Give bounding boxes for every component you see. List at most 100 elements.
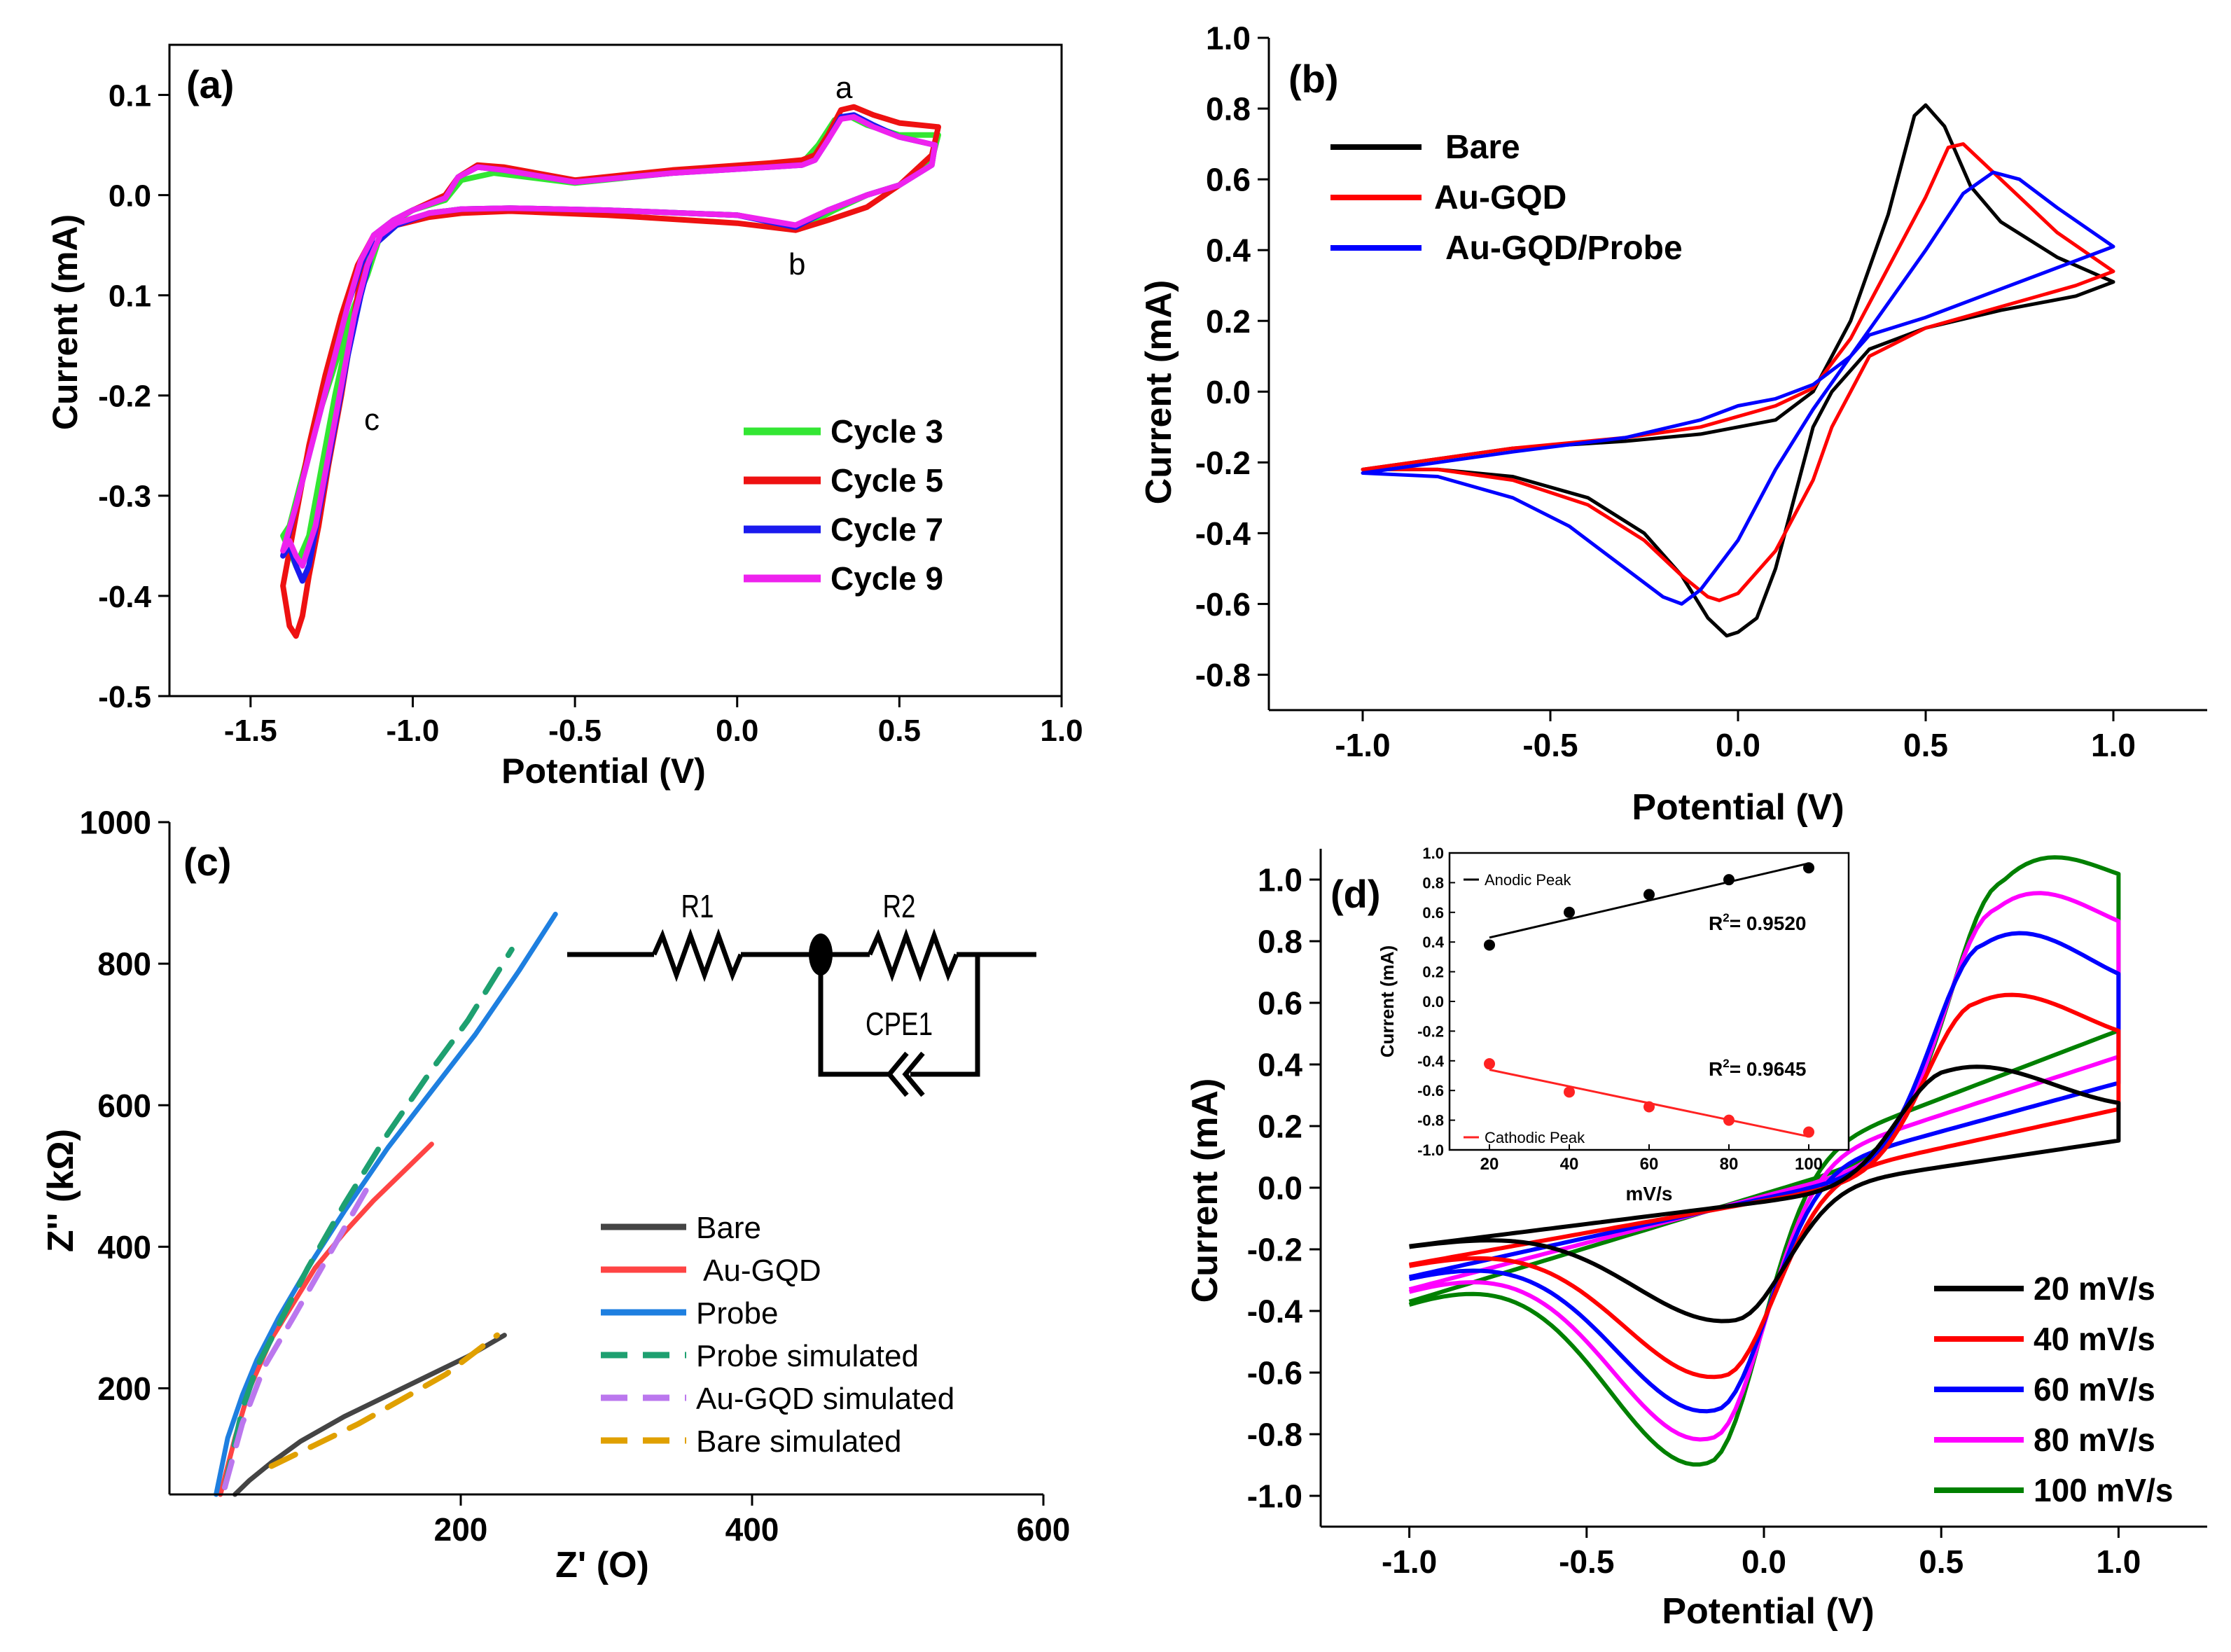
legend-label-au-gqd-simulated: Au-GQD simulated <box>696 1382 954 1416</box>
legend-label-20: 20 mV/s <box>2034 1270 2155 1307</box>
inset-y-tick-label: -0.4 <box>1417 1053 1445 1070</box>
panel-b-y-axis-label: Current (mA) <box>1139 280 1179 505</box>
inset-y-tick-label: 0.2 <box>1422 964 1444 981</box>
legend-label-60: 60 mV/s <box>2034 1371 2155 1408</box>
panel-d-legend: 20 mV/s 40 mV/s 60 mV/s 80 mV/s 100 mV/s <box>1934 1270 2173 1508</box>
inset-y-tick-label: 0.6 <box>1422 904 1444 922</box>
y-tick-label: 1000 <box>80 805 151 841</box>
series-bare <box>1361 103 2115 638</box>
inset-point-anodic-peak <box>1564 906 1575 918</box>
series-au-gqd-simulated <box>222 1187 369 1490</box>
y-tick-label: -0.4 <box>1195 515 1251 552</box>
legend-label-bare-simulated: Bare simulated <box>696 1424 901 1459</box>
inset-y-axis-label: Current (mA) <box>1377 945 1398 1057</box>
inset-r2-cathodic-symbol: R <box>1709 1058 1723 1080</box>
inset-legend-anodic-label: Anodic Peak <box>1485 871 1572 889</box>
y-tick-label: -0.4 <box>98 580 151 614</box>
inset-y-tick-label: 1.0 <box>1422 845 1444 862</box>
x-tick-label: 1.0 <box>1040 714 1083 748</box>
inset-r2-cathodic: R2= 0.9645 <box>1709 1057 1806 1080</box>
x-tick-label: -1.0 <box>1335 727 1390 763</box>
panel-c-legend: Bare Au-GQD Probe Probe simulated Au-GQD… <box>601 1211 954 1459</box>
y-tick-label: -0.6 <box>1247 1355 1302 1391</box>
inset-y-tick-label: 0.8 <box>1422 874 1444 891</box>
inset-point-cathodic-peak <box>1643 1101 1655 1113</box>
inset-x-tick-label: 60 <box>1640 1155 1659 1174</box>
legend-label-au-gqd: Au-GQD <box>1434 179 1566 216</box>
panel-a-annotation-a: a <box>835 71 853 105</box>
x-tick-label: 600 <box>1017 1511 1071 1548</box>
x-tick-label: 400 <box>725 1511 779 1548</box>
y-tick-label: 400 <box>97 1229 151 1265</box>
panel-a-annotation-b: b <box>788 247 805 282</box>
y-tick-label: 0.0 <box>1206 374 1251 410</box>
y-tick-label: 0.6 <box>1206 162 1251 198</box>
series-cycle-9 <box>280 114 938 569</box>
panel-c-label: (c) <box>183 840 231 884</box>
x-tick-label: 0.0 <box>1742 1543 1786 1580</box>
y-tick-label: 800 <box>97 946 151 983</box>
legend-label-probe-simulated: Probe simulated <box>696 1339 919 1373</box>
panel-b-x-axis-label: Potential (V) <box>1632 787 1844 828</box>
series-20-mv-s <box>1409 1064 2121 1324</box>
y-tick-label: 0.1 <box>109 78 151 113</box>
panel-b-label: (b) <box>1288 57 1339 101</box>
inset-point-anodic-peak <box>1723 874 1735 886</box>
inset-y-tick-label: 0.0 <box>1422 993 1444 1011</box>
y-tick-label: 0.4 <box>1206 232 1251 269</box>
legend-label-100: 100 mV/s <box>2034 1472 2173 1508</box>
x-tick-label: 0.5 <box>878 714 921 748</box>
series-bare <box>232 1333 507 1497</box>
panel-a-cycles-chart: -1.5 -1.0 -0.5 0.0 0.5 1.0 0.1 0.0 0.1 -0.2 -0.3 -0… <box>46 43 1083 791</box>
inset-y-tick-label: -1.0 <box>1417 1141 1444 1159</box>
inset-r2-cathodic-value: = 0.9645 <box>1730 1058 1807 1080</box>
panel-a-label: (a) <box>186 62 234 106</box>
legend-label-bare: Bare <box>1445 129 1520 166</box>
x-tick-label: -0.5 <box>548 714 602 748</box>
y-tick-label: 1.0 <box>1206 20 1251 57</box>
x-tick-label: -1.0 <box>387 714 440 748</box>
inset-x-tick-label: 100 <box>1795 1155 1823 1174</box>
legend-label-bare-c: Bare <box>696 1211 761 1245</box>
circuit-label-cpe1: CPE1 <box>866 1006 933 1042</box>
series-60-mv-s <box>1408 931 2121 1414</box>
x-tick-label: -0.5 <box>1522 727 1578 763</box>
y-tick-label: 0.2 <box>1258 1109 1302 1145</box>
y-tick-label: -0.2 <box>1247 1232 1302 1268</box>
panel-c-y-axis-label: Z'' (kΩ) <box>41 1129 81 1252</box>
inset-y-tick-label: -0.6 <box>1417 1082 1444 1099</box>
panel-a-x-axis-label: Potential (V) <box>501 751 706 791</box>
x-tick-label: -0.5 <box>1559 1543 1614 1580</box>
circuit-label-r2: R2 <box>882 888 915 924</box>
inset-point-anodic-peak <box>1803 862 1814 874</box>
resistor-r2-symbol <box>867 928 959 983</box>
y-tick-label: 0.6 <box>1258 985 1302 1022</box>
y-tick-label: -0.5 <box>98 680 151 714</box>
y-tick-label: 600 <box>97 1088 151 1124</box>
panel-b-legend: Bare Au-GQD Au-GQD/Probe <box>1330 129 1683 267</box>
y-tick-label: 0.1 <box>109 279 151 314</box>
x-tick-label: 200 <box>434 1511 488 1548</box>
circuit-label-r1: R1 <box>681 888 714 924</box>
panel-d-label: (d) <box>1330 872 1381 916</box>
panel-d-x-axis-label: Potential (V) <box>1662 1591 1874 1632</box>
panel-a-y-axis-label: Current (mA) <box>46 214 85 430</box>
equivalent-circuit-diagram <box>567 928 1036 1097</box>
inset-y-tick-label: -0.2 <box>1417 1022 1444 1040</box>
inset-fit-line-anodic-peak <box>1489 862 1809 939</box>
x-tick-label: 0.5 <box>1919 1543 1964 1580</box>
inset-x-axis-label: mV/s <box>1626 1183 1673 1205</box>
inset-point-cathodic-peak <box>1803 1126 1814 1138</box>
x-tick-label: -1.5 <box>224 714 277 748</box>
panel-c-nyquist-chart: 200 400 600 200 400 600 800 1000 (c) Z' (O) Z''… <box>41 805 1070 1585</box>
panel-b-cv-comparison-chart: -1.0 -0.5 0.0 0.5 1.0 -0.8 -0.6 -0.4 -0.2 0.0 0.2 0… <box>1139 20 2207 828</box>
legend-label-40: 40 mV/s <box>2034 1321 2155 1357</box>
inset-frame <box>1448 852 1850 1151</box>
series-40-mv-s <box>1409 992 2121 1380</box>
series-au-gqd <box>1361 142 2115 602</box>
legend-label-probe-c: Probe <box>696 1296 778 1331</box>
inset-point-cathodic-peak <box>1723 1114 1735 1126</box>
y-tick-label: -0.8 <box>1247 1417 1302 1453</box>
inset-y-tick-label: -0.8 <box>1417 1112 1444 1130</box>
